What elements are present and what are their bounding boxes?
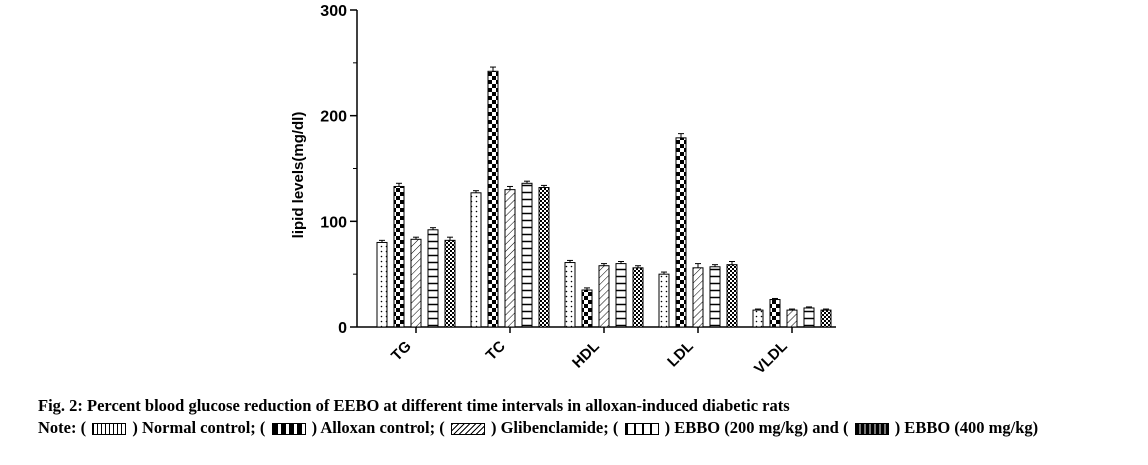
- bar: [564, 262, 576, 328]
- bar: [615, 263, 627, 328]
- bars: [376, 66, 832, 328]
- legend-swatch-alloxan: [271, 423, 306, 436]
- bar: [786, 309, 798, 328]
- bar: [692, 267, 704, 328]
- x-tick-label: HDL: [569, 338, 603, 372]
- bar: [820, 309, 832, 328]
- bar: [581, 289, 593, 328]
- bar: [427, 229, 439, 328]
- y-tick-label: 300: [320, 3, 347, 20]
- bar: [444, 239, 456, 328]
- bar: [769, 299, 781, 328]
- y-tick-label: 0: [338, 320, 347, 337]
- legend-swatch-ebbo200: [624, 423, 659, 436]
- x-tick-label: LDL: [664, 338, 697, 371]
- bar: [538, 187, 550, 328]
- bar: [393, 185, 405, 328]
- x-tick-label: VLDL: [751, 338, 791, 378]
- note-glibenclamide: ) Glibenclamide; (: [490, 418, 619, 437]
- note-ebbo200: ) EBBO (200 mg/kg) and (: [664, 418, 849, 437]
- bar: [632, 267, 644, 328]
- x-tick-label: TC: [483, 338, 509, 364]
- figure-caption: Fig. 2: Percent blood glucose reduction …: [38, 395, 1113, 439]
- bar: [752, 309, 764, 328]
- bar: [598, 265, 610, 328]
- legend-swatch-glibenclamide: [450, 423, 485, 436]
- y-tick-label: 100: [320, 214, 347, 231]
- note-normal: ) Normal control; (: [132, 418, 266, 437]
- legend-swatch-ebbo400: [854, 423, 889, 436]
- bar: [803, 307, 815, 328]
- bar: [709, 266, 721, 328]
- bar: [675, 137, 687, 328]
- y-axis-label: lipid levels(mg/dl): [290, 112, 307, 239]
- bar: [504, 189, 516, 328]
- y-tick-label: 200: [320, 109, 347, 126]
- bar: [521, 182, 533, 328]
- bar: [410, 238, 422, 328]
- x-tick-label: TG: [388, 338, 415, 365]
- note-prefix: Note: (: [38, 418, 87, 437]
- bar: [376, 241, 388, 328]
- caption-title: Fig. 2: Percent blood glucose reduction …: [38, 396, 790, 415]
- note-alloxan: ) Alloxan control; (: [311, 418, 445, 437]
- bar: [487, 70, 499, 328]
- note-ebbo400: ) EBBO (400 mg/kg): [894, 418, 1039, 437]
- bar: [726, 264, 738, 328]
- bar: [658, 273, 670, 328]
- legend-swatch-normal: [92, 423, 127, 436]
- bar: [470, 192, 482, 328]
- chart: 0 100 200 300 TG TC HDL LDL VLDL lipid levels(mg…: [290, 3, 836, 378]
- caption-note: Note: ( ) Normal control; ( ) Alloxan co…: [38, 417, 1113, 439]
